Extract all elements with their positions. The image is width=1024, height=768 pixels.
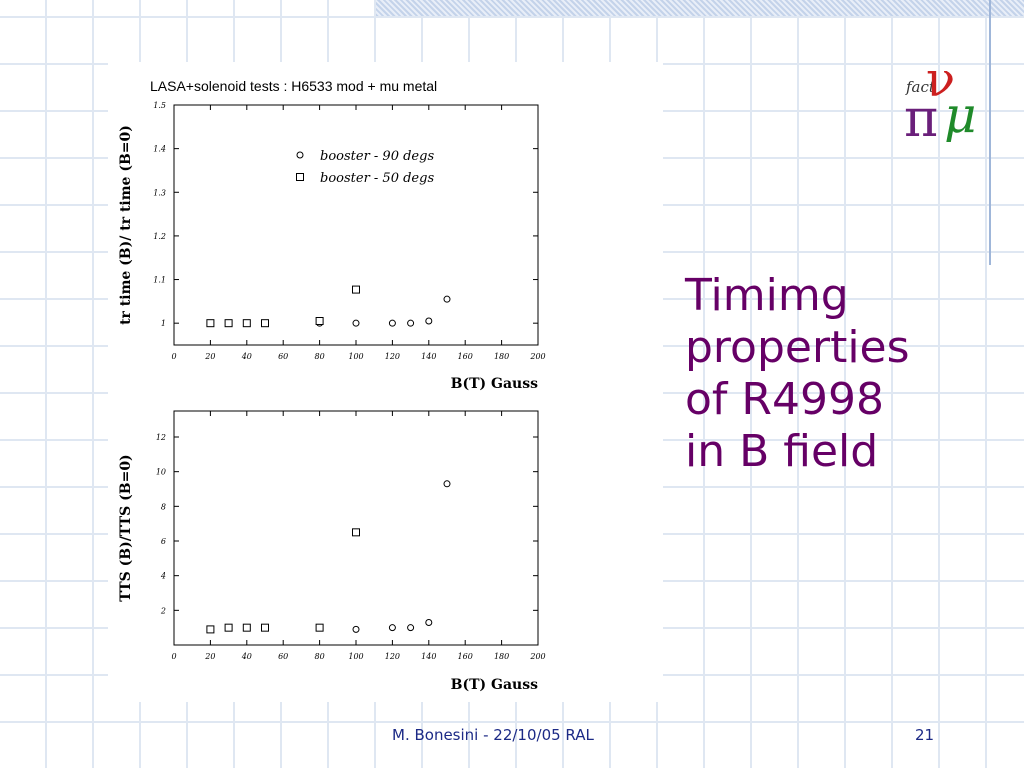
y-axis-label: tr time (B)/ tr time (B=0) [118, 125, 134, 325]
legend-marker-circle [296, 151, 304, 159]
legend-entry-label: booster - 90 degs [320, 149, 434, 164]
x-tick-label: 140 [421, 652, 436, 661]
data-point-circle [388, 624, 396, 632]
slide-title-line-4: in B field [685, 426, 879, 477]
logo-mu-glyph: μ [944, 86, 977, 142]
x-tick-label: 180 [494, 352, 509, 361]
x-axis-label: B(T) Gauss [451, 376, 538, 392]
y-tick-label: 4 [160, 572, 166, 581]
y-tick-label: 6 [161, 537, 166, 546]
y-tick-label: 2 [160, 606, 166, 615]
data-point-circle [388, 319, 396, 327]
logo-fact-text: fact [905, 78, 936, 96]
x-tick-label: 40 [241, 652, 252, 661]
y-tick-label: 1 [161, 319, 166, 328]
chart-transit-time-ratio: 0 20 40 60 80 100 120 140 160 180 200 1 1.1 1.2 1.3 1.4… [118, 101, 546, 392]
data-point-circle [407, 319, 415, 327]
logo-nu-glyph: ν [926, 56, 955, 108]
page-number: 21 [915, 726, 935, 744]
slide-title-line-3: of R4998 [685, 374, 884, 425]
chart-tts-ratio: 0 20 40 60 80 100 120 140 160 180 200 2 4 6 8 10 12 B(T) … [118, 410, 546, 693]
chart-title: LASA+solenoid tests : H6533 mod + mu met… [150, 78, 437, 94]
x-tick-label: 100 [348, 352, 363, 361]
data-point-square [261, 319, 269, 328]
x-tick-label: 180 [494, 652, 509, 661]
x-tick-label: 140 [421, 352, 436, 361]
data-point-circle [443, 480, 451, 488]
x-tick-label: 60 [278, 652, 288, 661]
data-point-square [352, 528, 360, 537]
figure-panel [108, 62, 663, 702]
y-tick-label: 8 [161, 502, 166, 511]
y-axis-label: TTS (B)/TTS (B=0) [118, 454, 134, 601]
x-tick-label: 40 [241, 352, 252, 361]
data-point-circle [425, 618, 433, 626]
data-point-square [224, 623, 233, 632]
x-tick-label: 200 [529, 352, 545, 361]
data-point-square [315, 317, 324, 325]
legend-marker-square [296, 173, 304, 181]
y-tick-label: 1.4 [153, 145, 166, 154]
fact-numu-logo: fact ν π μ [904, 56, 977, 142]
data-point-circle [407, 624, 415, 632]
x-tick-label: 0 [171, 352, 176, 361]
top-decorative-band [376, 0, 1024, 16]
legend-entry-label: booster - 50 degs [320, 171, 434, 186]
slide-title: Timimg properties of R4998 in B field [685, 270, 1005, 478]
plot-frame [173, 104, 539, 346]
y-tick-label: 1.3 [153, 188, 166, 197]
x-tick-label: 100 [348, 652, 363, 661]
slide-title-line-1: Timimg [685, 270, 849, 321]
x-tick-label: 160 [458, 652, 473, 661]
x-tick-label: 60 [278, 352, 288, 361]
y-tick-label: 1.1 [153, 276, 166, 285]
data-point-circle [352, 625, 360, 633]
y-tick-label: 1.2 [153, 232, 166, 241]
plot-frame [173, 410, 539, 646]
data-point-circle [352, 319, 360, 327]
x-tick-label: 200 [529, 652, 545, 661]
data-point-circle [425, 317, 433, 325]
x-tick-label: 20 [204, 652, 215, 661]
footer-author-date: M. Bonesini - 22/10/05 RAL [392, 726, 594, 744]
logo-pi-glyph: π [904, 89, 938, 142]
data-point-square [242, 319, 251, 328]
data-point-square [315, 623, 324, 632]
data-point-square [352, 285, 360, 294]
data-point-square [206, 625, 215, 634]
y-tick-label: 1.5 [153, 101, 166, 110]
x-tick-label: 80 [315, 352, 325, 361]
x-tick-label: 120 [385, 352, 400, 361]
x-tick-label: 0 [171, 652, 176, 661]
y-tick-label: 12 [156, 433, 166, 442]
slide-title-line-2: properties [685, 322, 910, 373]
x-tick-label: 160 [458, 352, 473, 361]
data-point-square [206, 319, 215, 328]
data-point-square [242, 623, 251, 632]
x-axis-label: B(T) Gauss [451, 677, 538, 693]
x-tick-label: 20 [204, 352, 215, 361]
data-point-circle [443, 295, 451, 303]
x-tick-label: 80 [315, 652, 325, 661]
x-tick-label: 120 [385, 652, 400, 661]
y-tick-label: 10 [156, 468, 166, 477]
right-decorative-rule [989, 0, 991, 265]
data-point-square [261, 623, 269, 632]
data-point-square [224, 319, 233, 328]
